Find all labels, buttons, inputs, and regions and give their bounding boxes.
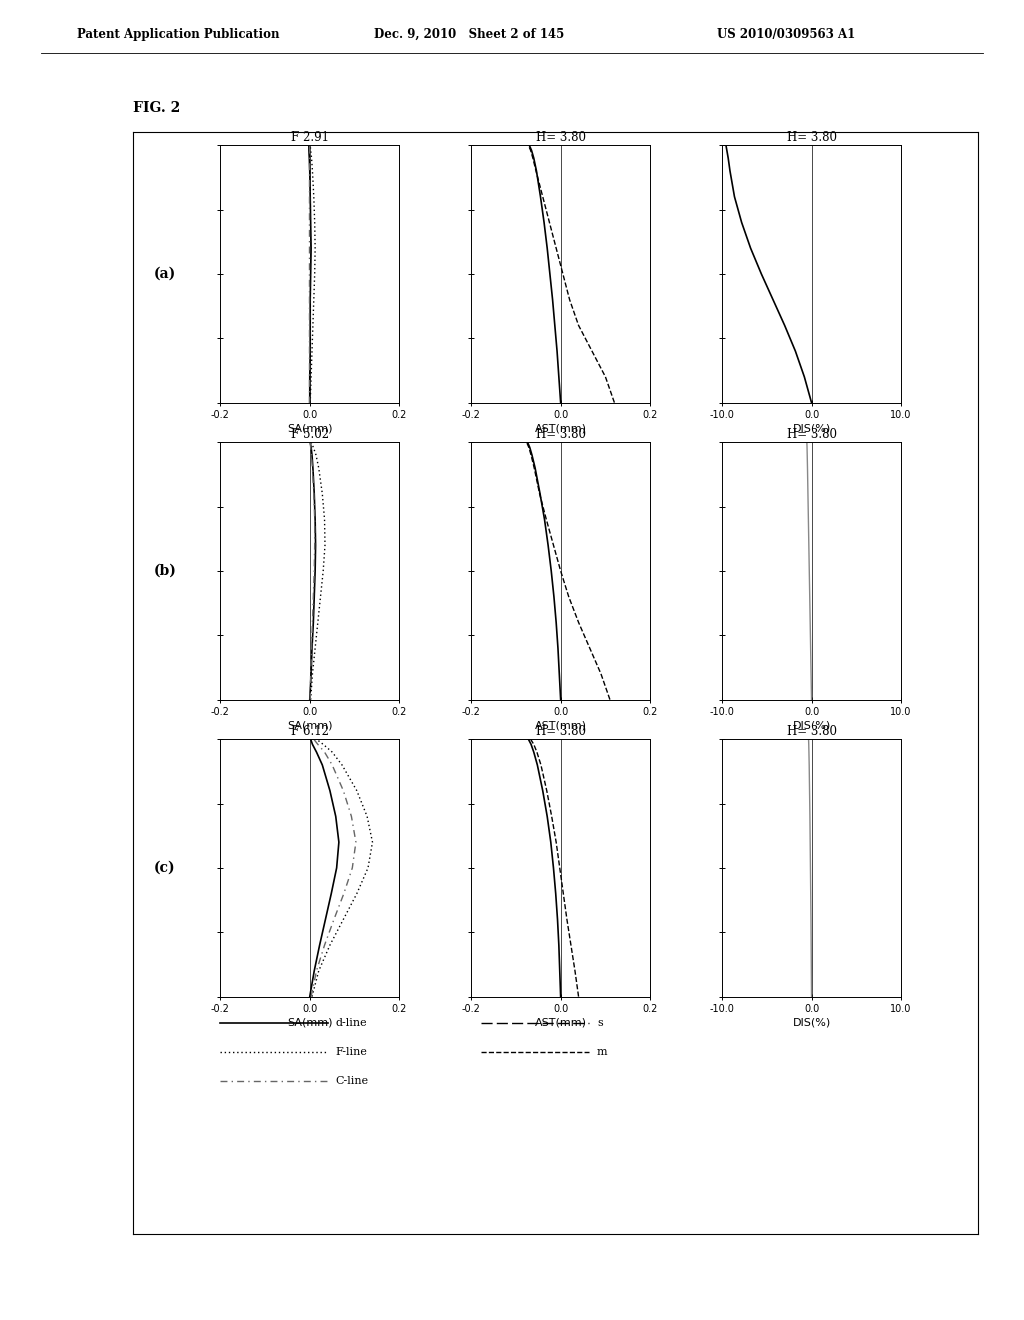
Title: H= 3.80: H= 3.80 xyxy=(786,131,837,144)
Title: H= 3.80: H= 3.80 xyxy=(536,428,586,441)
Text: F-line: F-line xyxy=(336,1047,368,1057)
Title: H= 3.80: H= 3.80 xyxy=(536,725,586,738)
Title: F 6.12: F 6.12 xyxy=(291,725,329,738)
Text: FIG. 2: FIG. 2 xyxy=(133,102,180,115)
Title: H= 3.80: H= 3.80 xyxy=(786,725,837,738)
X-axis label: AST(mm): AST(mm) xyxy=(535,422,587,433)
Text: s: s xyxy=(597,1018,603,1028)
Text: d-line: d-line xyxy=(336,1018,368,1028)
Text: (c): (c) xyxy=(154,861,175,875)
Title: F 5.02: F 5.02 xyxy=(291,428,329,441)
Text: (b): (b) xyxy=(154,564,176,578)
X-axis label: SA(mm): SA(mm) xyxy=(287,1016,333,1027)
Title: H= 3.80: H= 3.80 xyxy=(786,428,837,441)
Text: m: m xyxy=(597,1047,607,1057)
Text: US 2010/0309563 A1: US 2010/0309563 A1 xyxy=(717,28,855,41)
X-axis label: AST(mm): AST(mm) xyxy=(535,1016,587,1027)
X-axis label: SA(mm): SA(mm) xyxy=(287,719,333,730)
X-axis label: DIS(%): DIS(%) xyxy=(793,422,830,433)
X-axis label: SA(mm): SA(mm) xyxy=(287,422,333,433)
Text: (a): (a) xyxy=(154,267,176,281)
Text: Dec. 9, 2010   Sheet 2 of 145: Dec. 9, 2010 Sheet 2 of 145 xyxy=(374,28,564,41)
Text: C-line: C-line xyxy=(336,1076,369,1086)
X-axis label: DIS(%): DIS(%) xyxy=(793,719,830,730)
Title: F 2.91: F 2.91 xyxy=(291,131,329,144)
X-axis label: AST(mm): AST(mm) xyxy=(535,719,587,730)
Title: H= 3.80: H= 3.80 xyxy=(536,131,586,144)
X-axis label: DIS(%): DIS(%) xyxy=(793,1016,830,1027)
Text: Patent Application Publication: Patent Application Publication xyxy=(77,28,280,41)
